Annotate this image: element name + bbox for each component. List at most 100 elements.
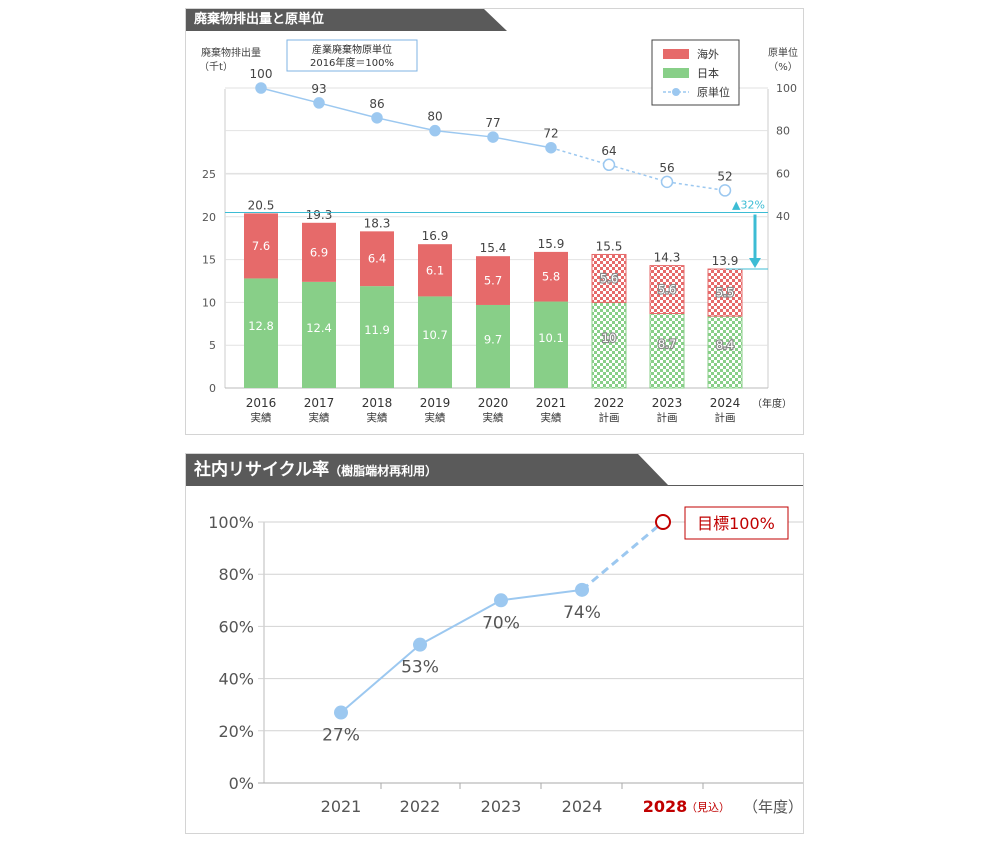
recycle-line-segment xyxy=(419,599,502,646)
bar-total-label: 14.3 xyxy=(654,251,681,265)
intensity-line-segment xyxy=(492,136,552,149)
bar-overseas xyxy=(591,253,627,303)
right-tick-label: 100 xyxy=(776,82,797,95)
recycle-line-segment xyxy=(500,588,583,602)
legend-label-overseas: 海外 xyxy=(697,47,719,61)
bar-japan-label: 10.7 xyxy=(422,328,448,342)
x-tick-label: 2021 xyxy=(536,396,567,410)
bar-japan xyxy=(302,281,336,388)
intensity-point xyxy=(429,124,441,137)
intensity-point xyxy=(718,184,732,197)
reduction-label: ▲32% xyxy=(732,199,765,212)
legend-label-japan: 日本 xyxy=(697,66,719,80)
x-tick-label: 2019 xyxy=(420,396,451,410)
y-tick-label: 0% xyxy=(229,774,254,793)
intensity-line-segment xyxy=(260,87,320,104)
intensity-line-segment xyxy=(550,147,610,166)
waste-emissions-chart: 0 5 10 15 20 25 40 60 80 100 廃棄物排出量 （千t） 原単位 （%） 産業廃棄物… xyxy=(199,39,798,424)
intensity-point-label: 64 xyxy=(601,144,616,158)
intensity-line-segment xyxy=(376,117,436,132)
right-tick-label: 80 xyxy=(776,125,790,138)
bar-japan xyxy=(649,313,685,389)
x-tick-sublabel: 計画 xyxy=(599,411,620,424)
left-tick-label: 5 xyxy=(209,339,216,352)
bar-total-label: 16.9 xyxy=(422,229,449,243)
x-tick-label: 2024 xyxy=(562,797,603,816)
left-tick-label: 10 xyxy=(202,296,216,309)
intensity-line-segment xyxy=(666,181,726,192)
recycle-point xyxy=(334,705,348,720)
recycle-point xyxy=(494,593,508,608)
title-tab-shape xyxy=(186,454,803,486)
bar-total-label: 15.4 xyxy=(480,241,507,255)
bar-overseas xyxy=(302,222,336,282)
x-axis-unit: （年度） xyxy=(743,798,803,816)
note-line-1: 産業廃棄物原単位 xyxy=(312,43,392,56)
bar-total-label: 15.5 xyxy=(596,239,623,253)
bar-overseas xyxy=(649,265,685,315)
target-year-note: （見込） xyxy=(686,801,730,814)
bar-overseas-label: 7.6 xyxy=(252,239,270,253)
bar-japan-label: 12.4 xyxy=(306,321,332,335)
intensity-point-label: 72 xyxy=(543,127,558,141)
bar-japan xyxy=(244,278,278,388)
intensity-point-label: 86 xyxy=(369,97,384,111)
intensity-point-label: 80 xyxy=(427,110,442,124)
target-label: 目標100% xyxy=(697,514,775,533)
target-label-box xyxy=(684,506,789,540)
panel-title-main: 社内リサイクル率 xyxy=(194,460,330,480)
x-tick-label: 2023 xyxy=(652,396,683,410)
bar-overseas-label: 5.6 xyxy=(600,271,618,285)
bar-japan-label: 8.7 xyxy=(658,337,676,351)
recycle-line-segment xyxy=(340,643,421,714)
recycle-rate-chart: 0% 20% 40% 60% 80% 100% 2021 2022 2023 2024 2028（見… xyxy=(208,506,803,816)
y-tick-label: 60% xyxy=(218,617,254,636)
bar-japan xyxy=(707,315,743,389)
right-tick-label: 60 xyxy=(776,167,790,180)
right-axis-unit: （%） xyxy=(768,61,798,73)
right-axis-title: 原単位 xyxy=(768,46,798,59)
bar-total-label: 19.3 xyxy=(306,208,333,222)
intensity-point xyxy=(371,112,383,124)
panel-title: 社内リサイクル率（樹脂端材再利用） xyxy=(194,458,437,483)
bar-overseas-label: 6.9 xyxy=(310,245,328,259)
x-tick-sublabel: 実績 xyxy=(367,411,388,424)
left-tick-label: 15 xyxy=(202,254,216,267)
bar-overseas-label: 5.8 xyxy=(542,270,560,284)
bar-total-label: 18.3 xyxy=(364,216,391,230)
bar-japan-label: 12.8 xyxy=(248,319,274,333)
intensity-point-label: 52 xyxy=(717,169,732,183)
bar-overseas xyxy=(534,251,568,302)
bar-japan-label: 10 xyxy=(602,331,617,345)
left-axis-title: 廃棄物排出量 xyxy=(201,46,261,59)
y-tick-label: 40% xyxy=(218,670,254,689)
waste-emissions-panel: 廃棄物排出量と原単位 0 5 10 15 20 25 40 60 80 100 廃棄物排出量 （千t）… xyxy=(185,8,804,435)
x-tick-sublabel: 計画 xyxy=(715,411,736,424)
x-tick-sublabel: 実績 xyxy=(425,411,446,424)
x-tick-label: 2021 xyxy=(321,797,362,816)
legend-marker-intensity xyxy=(672,88,680,96)
recycle-rate-panel: 社内リサイクル率（樹脂端材再利用） 0% 20% 40% 60% 80% 100% 2021… xyxy=(185,453,804,834)
left-tick-label: 20 xyxy=(202,211,216,224)
x-tick-label: 2023 xyxy=(481,797,522,816)
bar-overseas xyxy=(360,231,394,287)
intensity-line-segment xyxy=(318,102,378,119)
left-tick-label: 0 xyxy=(209,382,216,395)
note-box xyxy=(286,39,418,72)
recycle-point-label: 27% xyxy=(322,726,360,746)
y-tick-label: 20% xyxy=(218,722,254,741)
recycle-point-label: 74% xyxy=(563,603,601,623)
x-tick-label: 2020 xyxy=(478,396,509,410)
bar-japan-label: 11.9 xyxy=(364,323,390,337)
x-tick-label: 2018 xyxy=(362,396,393,410)
x-tick-label: 2024 xyxy=(710,396,741,410)
reduction-arrow-head xyxy=(749,258,761,269)
x-tick-label: 2028 xyxy=(643,797,688,816)
left-axis-unit: （千t） xyxy=(199,61,233,73)
panel-subtitle: （樹脂端材再利用） xyxy=(329,464,438,478)
recycle-line-segment xyxy=(581,520,664,592)
intensity-point xyxy=(313,97,325,109)
note-line-2: 2016年度＝100% xyxy=(310,56,394,69)
intensity-line-segment xyxy=(434,129,494,138)
y-tick-label: 80% xyxy=(218,565,254,584)
